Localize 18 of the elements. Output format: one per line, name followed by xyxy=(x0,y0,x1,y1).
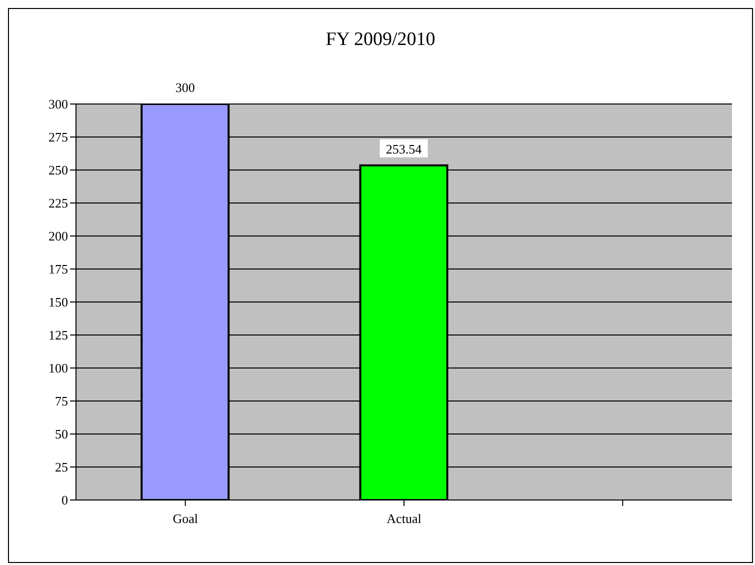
y-tick-label: 50 xyxy=(55,426,68,442)
y-tick-label: 75 xyxy=(55,394,68,409)
y-tick-label: 300 xyxy=(48,96,68,112)
y-tick-label: 150 xyxy=(48,294,68,310)
y-tick-label: 275 xyxy=(48,130,68,145)
y-tick-label: 225 xyxy=(48,196,68,211)
x-tick-label: Goal xyxy=(172,511,198,526)
data-label: 253.54 xyxy=(386,141,422,156)
y-tick-label: 200 xyxy=(48,228,68,244)
y-tick-label: 250 xyxy=(48,162,68,178)
y-tick-label: 125 xyxy=(48,328,68,343)
y-tick-label: 25 xyxy=(55,460,68,475)
y-tick-label: 0 xyxy=(62,492,68,508)
y-tick-label: 100 xyxy=(48,360,68,376)
data-label: 300 xyxy=(175,80,195,95)
chart-title: FY 2009/2010 xyxy=(324,29,436,51)
x-tick-label: Actual xyxy=(386,511,422,526)
y-tick-label: 175 xyxy=(48,262,68,277)
